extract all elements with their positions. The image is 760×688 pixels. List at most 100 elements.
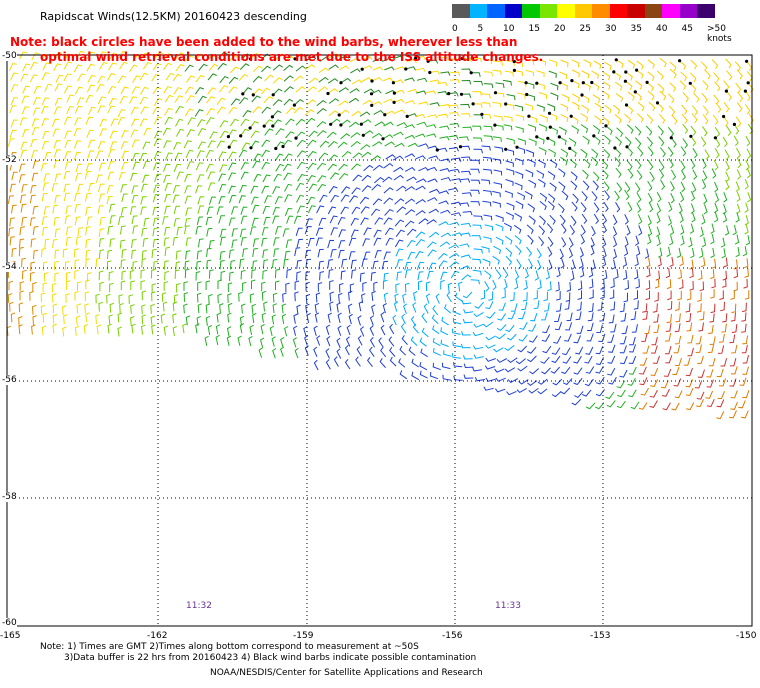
wind-barb — [565, 292, 571, 302]
contamination-circle — [458, 145, 463, 149]
wind-barb — [327, 239, 335, 249]
wind-barb — [97, 105, 105, 114]
wind-barb — [264, 74, 275, 82]
wind-barb — [327, 78, 339, 84]
wind-barb — [194, 86, 204, 95]
lat-label-60: -60 — [2, 618, 17, 628]
wind-barb — [389, 346, 396, 357]
wind-barb — [260, 53, 271, 60]
wind-barb — [86, 216, 93, 226]
wind-barb — [538, 123, 548, 132]
wind-barb — [742, 366, 749, 375]
wind-barb — [217, 62, 227, 70]
wind-barb — [548, 148, 556, 158]
wind-barb — [328, 110, 339, 117]
wind-barb — [285, 239, 293, 249]
wind-barb — [569, 147, 577, 157]
wind-barb — [130, 106, 139, 115]
wind-barb — [541, 334, 551, 342]
wind-barb — [85, 279, 90, 290]
wind-barb — [415, 155, 426, 160]
wind-barb — [296, 139, 306, 147]
colorbar-swatch — [539, 4, 557, 18]
wind-barb — [696, 303, 702, 313]
wind-barb — [461, 68, 472, 73]
wind-barb — [131, 86, 140, 95]
wind-barb — [350, 132, 361, 138]
wind-barb — [460, 178, 471, 183]
wind-barb — [396, 271, 402, 281]
wind-barb — [107, 323, 112, 334]
wind-barb — [735, 181, 740, 192]
wind-barb — [449, 168, 460, 174]
wind-barb — [513, 224, 522, 234]
wind-barb — [305, 281, 310, 292]
wind-barb — [41, 192, 48, 202]
wind-barb — [591, 70, 599, 79]
wind-barb — [543, 291, 548, 302]
wind-barb — [336, 348, 342, 359]
wind-barb — [164, 226, 171, 236]
contamination-circle — [471, 102, 475, 106]
wind-barb — [304, 225, 312, 235]
wind-barb — [85, 312, 90, 323]
wind-barb — [31, 150, 38, 159]
wind-barb — [393, 131, 404, 137]
contamination-circle — [281, 144, 285, 149]
wind-barb — [615, 201, 621, 213]
wind-barb — [32, 315, 37, 326]
wind-barb — [614, 81, 623, 91]
wind-barb — [470, 179, 481, 185]
wind-barb — [636, 202, 642, 213]
wind-barb — [696, 391, 705, 400]
wind-barb — [648, 225, 653, 237]
wind-barb — [64, 161, 72, 170]
wind-barb — [481, 179, 491, 185]
wind-barb — [250, 185, 259, 194]
wind-barb — [152, 217, 159, 227]
wind-barb — [462, 57, 472, 63]
wind-barb — [650, 367, 659, 377]
wind-barb — [706, 369, 714, 378]
wind-barb — [361, 65, 373, 70]
wind-barb — [31, 52, 40, 61]
wind-barb — [680, 71, 688, 82]
wind-barb — [602, 247, 607, 259]
wind-barb — [621, 325, 628, 335]
wind-barb — [714, 81, 721, 92]
wind-barb — [517, 365, 528, 372]
wind-barb — [730, 290, 735, 300]
wind-barb — [252, 248, 258, 257]
wind-barb — [530, 313, 538, 322]
wind-barb — [678, 203, 683, 214]
wind-barb — [565, 322, 573, 331]
wind-barb — [252, 313, 257, 324]
wind-barb — [20, 203, 27, 213]
contamination-circle — [722, 114, 726, 119]
wind-barb — [395, 283, 400, 293]
wind-barb — [671, 114, 678, 125]
wind-barb — [239, 323, 245, 334]
wind-barb — [228, 86, 238, 94]
wind-barb — [482, 200, 492, 207]
wind-barb — [195, 323, 200, 334]
wind-barb — [107, 149, 116, 158]
wind-barb — [680, 224, 685, 235]
lat-label-58: -58 — [2, 492, 17, 502]
wind-barb — [470, 168, 480, 174]
wind-barb — [699, 281, 705, 292]
wind-barb — [339, 283, 344, 293]
wind-barb — [363, 88, 375, 94]
wind-barb — [18, 316, 23, 326]
wind-barb — [602, 169, 609, 180]
wind-barb — [19, 281, 25, 291]
wind-barb — [274, 196, 283, 205]
wind-barb — [743, 278, 748, 289]
wind-barb — [338, 54, 350, 61]
wind-barb — [84, 303, 89, 314]
wind-barb — [708, 325, 714, 334]
wind-barb — [667, 290, 672, 301]
wind-barb — [431, 314, 439, 325]
wind-barb — [283, 75, 294, 82]
wind-barb — [440, 339, 449, 347]
